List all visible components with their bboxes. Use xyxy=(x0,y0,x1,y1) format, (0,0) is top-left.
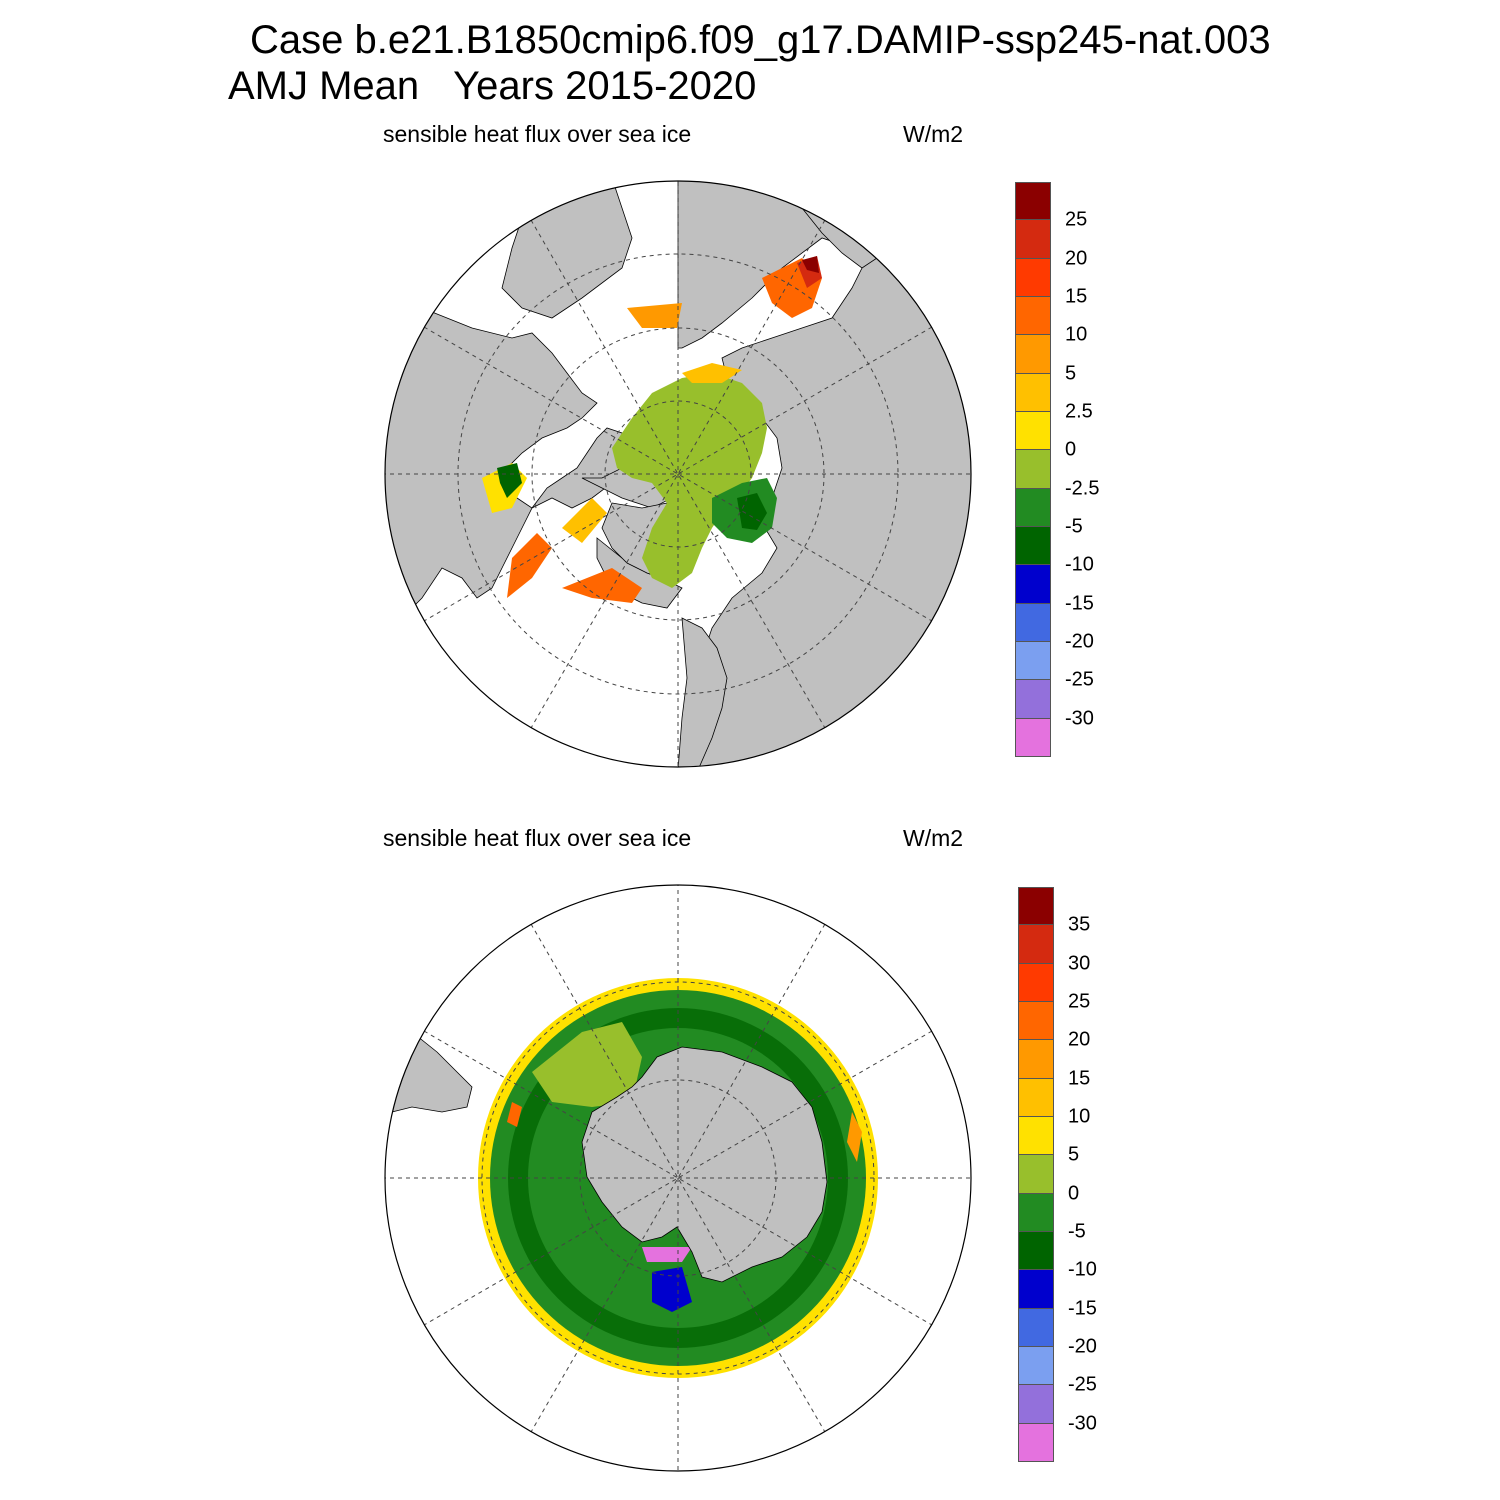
south-variable-label: sensible heat flux over sea ice xyxy=(383,825,692,851)
colorbar-swatch xyxy=(1018,963,1054,1002)
colorbar-tick-label: 0 xyxy=(1068,1182,1080,1205)
colorbar-swatch xyxy=(1015,220,1051,259)
colorbar-tick-label: -5 xyxy=(1065,515,1083,538)
colorbar-tick-label: 20 xyxy=(1065,247,1088,270)
colorbar-swatch xyxy=(1018,1040,1054,1079)
colorbar-tick-label: -25 xyxy=(1065,668,1094,691)
south-colorbar: 35 30 25 20 15 10 5 0 -5 -10 -15 -20 -25 -30 xyxy=(1018,887,1097,1462)
colorbar-swatch xyxy=(1018,1117,1054,1156)
colorbar-swatch xyxy=(1018,1308,1054,1347)
colorbar-tick-label: 25 xyxy=(1065,208,1088,231)
colorbar-swatch xyxy=(1015,718,1051,757)
colorbar-tick-label: 5 xyxy=(1065,362,1077,385)
colorbar-tick-label: 25 xyxy=(1068,990,1091,1013)
north-graticule xyxy=(385,181,971,767)
colorbar-swatch xyxy=(1015,412,1051,451)
colorbar-swatch xyxy=(1015,182,1051,221)
colorbar-swatch xyxy=(1015,565,1051,604)
colorbar-swatch xyxy=(1018,1002,1054,1041)
colorbar-tick-label: -15 xyxy=(1068,1297,1097,1320)
period-title: AMJ Mean Years 2015-2020 xyxy=(228,64,756,109)
colorbar-tick-label: -30 xyxy=(1065,707,1094,730)
colorbar-swatch xyxy=(1015,488,1051,527)
colorbar-swatch xyxy=(1015,297,1051,336)
colorbar-swatch xyxy=(1018,1155,1054,1194)
colorbar-swatch xyxy=(1018,925,1054,964)
south-graticule xyxy=(385,885,971,1471)
colorbar-swatch xyxy=(1018,1423,1054,1462)
colorbar-swatch xyxy=(1018,1232,1054,1271)
colorbar-tick-label: 15 xyxy=(1065,285,1088,308)
colorbar-swatch xyxy=(1018,1347,1054,1386)
colorbar-swatch xyxy=(1015,603,1051,642)
colorbar-tick-label: 15 xyxy=(1068,1067,1091,1090)
colorbar-swatch xyxy=(1015,335,1051,374)
south-map-border xyxy=(384,884,972,1472)
colorbar-tick-label: -15 xyxy=(1065,592,1094,615)
colorbar-swatch xyxy=(1015,373,1051,412)
colorbar-tick-label: 35 xyxy=(1068,913,1091,936)
colorbar-tick-label: -5 xyxy=(1068,1220,1086,1243)
colorbar-swatch xyxy=(1018,1270,1054,1309)
south-polar-map xyxy=(384,884,972,1472)
colorbar-tick-label: -10 xyxy=(1068,1258,1097,1281)
colorbar-swatch xyxy=(1015,258,1051,297)
colorbar-tick-label: 0 xyxy=(1065,438,1077,461)
case-title: Case b.e21.B1850cmip6.f09_g17.DAMIP-ssp2… xyxy=(250,18,1271,62)
colorbar-tick-label: 20 xyxy=(1068,1028,1091,1051)
colorbar-swatch xyxy=(1015,450,1051,489)
north-colorbar: 25 20 15 10 5 2.5 0 -2.5 -5 -10 -15 -20 -25 -30 xyxy=(1015,182,1099,757)
colorbar-tick-label: 10 xyxy=(1068,1105,1091,1128)
colorbar-tick-label: -20 xyxy=(1068,1335,1097,1358)
colorbar-tick-label: 30 xyxy=(1068,952,1091,975)
colorbar-tick-label: -10 xyxy=(1065,553,1094,576)
season-label: AMJ Mean xyxy=(228,64,420,108)
colorbar-tick-label: -2.5 xyxy=(1065,477,1100,500)
colorbar-swatch xyxy=(1018,1193,1054,1232)
north-variable-label: sensible heat flux over sea ice xyxy=(383,121,692,147)
colorbar-tick-label: -30 xyxy=(1068,1412,1097,1435)
colorbar-swatch xyxy=(1015,642,1051,681)
colorbar-swatch xyxy=(1015,680,1051,719)
colorbar-tick-label: -20 xyxy=(1065,630,1094,653)
colorbar-tick-label: -25 xyxy=(1068,1373,1097,1396)
colorbar-swatch xyxy=(1018,1078,1054,1117)
north-map-border xyxy=(384,180,972,768)
south-units-label: W/m2 xyxy=(903,825,964,851)
north-polar-map xyxy=(384,180,972,768)
north-units-label: W/m2 xyxy=(903,121,964,147)
colorbar-tick-label: 5 xyxy=(1068,1143,1080,1166)
colorbar-swatch xyxy=(1018,887,1054,926)
colorbar-swatch xyxy=(1015,527,1051,566)
colorbar-swatch xyxy=(1018,1385,1054,1424)
years-label: Years 2015-2020 xyxy=(453,64,757,108)
antarctica-land xyxy=(581,1046,828,1283)
colorbar-tick-label: 10 xyxy=(1065,323,1088,346)
colorbar-tick-label: 2.5 xyxy=(1065,400,1093,423)
